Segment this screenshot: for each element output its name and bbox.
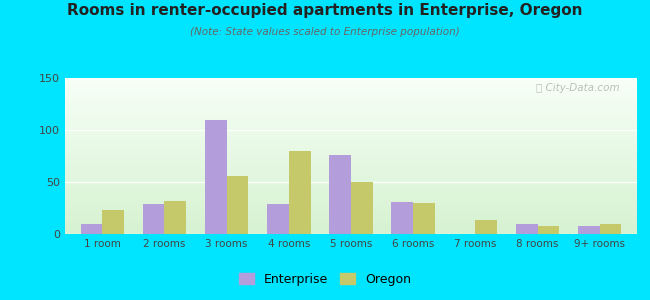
Bar [515,224,538,234]
Text: Rooms in renter-occupied apartments in Enterprise, Oregon: Rooms in renter-occupied apartments in E… [67,3,583,18]
Bar [205,120,227,234]
Bar [330,155,351,234]
Bar [81,224,102,234]
Bar [351,182,372,234]
Bar [475,220,497,234]
Bar [391,202,413,234]
Bar [578,226,600,234]
Bar [227,176,248,234]
Bar [600,224,621,234]
Bar [102,210,124,234]
Bar [289,151,311,234]
Text: Ⓣ City-Data.com: Ⓣ City-Data.com [536,83,620,93]
Legend: Enterprise, Oregon: Enterprise, Oregon [233,268,417,291]
Bar [413,203,435,234]
Bar [143,204,164,234]
Text: (Note: State values scaled to Enterprise population): (Note: State values scaled to Enterprise… [190,27,460,37]
Bar [538,226,559,234]
Bar [164,201,187,234]
Bar [267,204,289,234]
